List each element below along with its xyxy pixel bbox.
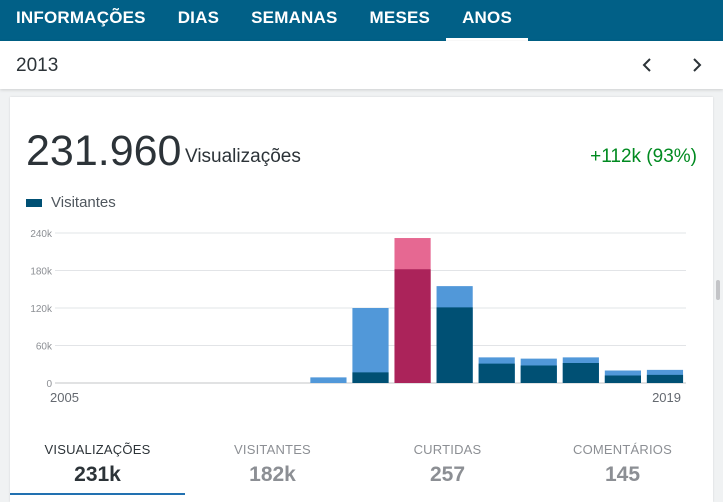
scrollbar-thumb[interactable] (716, 280, 720, 300)
tab-dias[interactable]: DIAS (177, 8, 220, 27)
tab-anos[interactable]: ANOS (446, 0, 528, 41)
chart-legend: Visitantes (26, 194, 116, 211)
stat-label: VISITANTES (234, 442, 311, 457)
y-tick-label: 240k (30, 229, 53, 240)
stat-tab-curtidas[interactable]: CURTIDAS 257 (360, 435, 535, 495)
y-tick-label: 180k (30, 267, 53, 278)
bar-visitors-2013 (394, 269, 431, 383)
yearly-bar-chart[interactable]: 0 60k 120k 180k 240k 2005 2019 (10, 219, 713, 404)
views-change-indicator: +112k (93%) (590, 146, 697, 167)
stat-tab-comentarios[interactable]: COMENTÁRIOS 145 (535, 435, 710, 495)
stat-value: 145 (604, 463, 641, 486)
bar-visitors-2015 (478, 363, 515, 383)
period-navigator: 2013 (0, 41, 723, 89)
chevron-right-icon (693, 58, 702, 72)
bar-views-2012 (352, 308, 389, 383)
stat-label: CURTIDAS (413, 442, 482, 457)
stat-value: 257 (429, 463, 466, 486)
tab-semanas[interactable]: SEMANAS (251, 8, 338, 27)
stat-tab-visualizacoes[interactable]: VISUALIZAÇÕES 231k (10, 435, 185, 495)
period-tab-bar: INFORMAÇÕES DIAS SEMANAS MESES ANOS (0, 0, 723, 41)
x-axis-label-end: 2019 (652, 390, 681, 404)
total-views-label: Visualizações (185, 146, 301, 167)
stat-value: 182k (249, 463, 296, 486)
tab-meses[interactable]: MESES (369, 8, 431, 27)
y-tick-label: 60k (36, 342, 53, 353)
bar-visitors-2017 (562, 363, 599, 383)
bar-visitors-2019 (646, 374, 684, 383)
previous-period-button[interactable] (635, 53, 659, 77)
period-label: 2013 (16, 55, 59, 76)
bar-visitors-2016 (520, 365, 557, 383)
bar-visitors-2018 (604, 375, 641, 383)
stat-value: 231k (74, 463, 121, 486)
chevron-left-icon (642, 58, 651, 72)
stat-label: COMENTÁRIOS (573, 442, 672, 457)
stats-card: 231.960 Visualizações +112k (93%) Visita… (10, 97, 713, 502)
stats-tab-row: VISUALIZAÇÕES 231k VISITANTES 182k CURTI… (10, 435, 713, 495)
bar-visitors-2014 (436, 307, 473, 383)
stat-tab-visitantes[interactable]: VISITANTES 182k (185, 435, 360, 495)
bar-visitors-2012 (352, 372, 389, 383)
legend-swatch (26, 198, 42, 207)
y-tick-label: 0 (46, 379, 52, 390)
y-tick-label: 120k (30, 304, 53, 315)
total-views-number: 231.960 (26, 127, 182, 175)
next-period-button[interactable] (685, 53, 709, 77)
tab-informacoes[interactable]: INFORMAÇÕES (16, 8, 146, 27)
bar-views-2011 (310, 377, 347, 383)
x-axis-label-start: 2005 (50, 390, 79, 404)
stat-label: VISUALIZAÇÕES (44, 442, 151, 457)
legend-label: Visitantes (51, 194, 116, 211)
